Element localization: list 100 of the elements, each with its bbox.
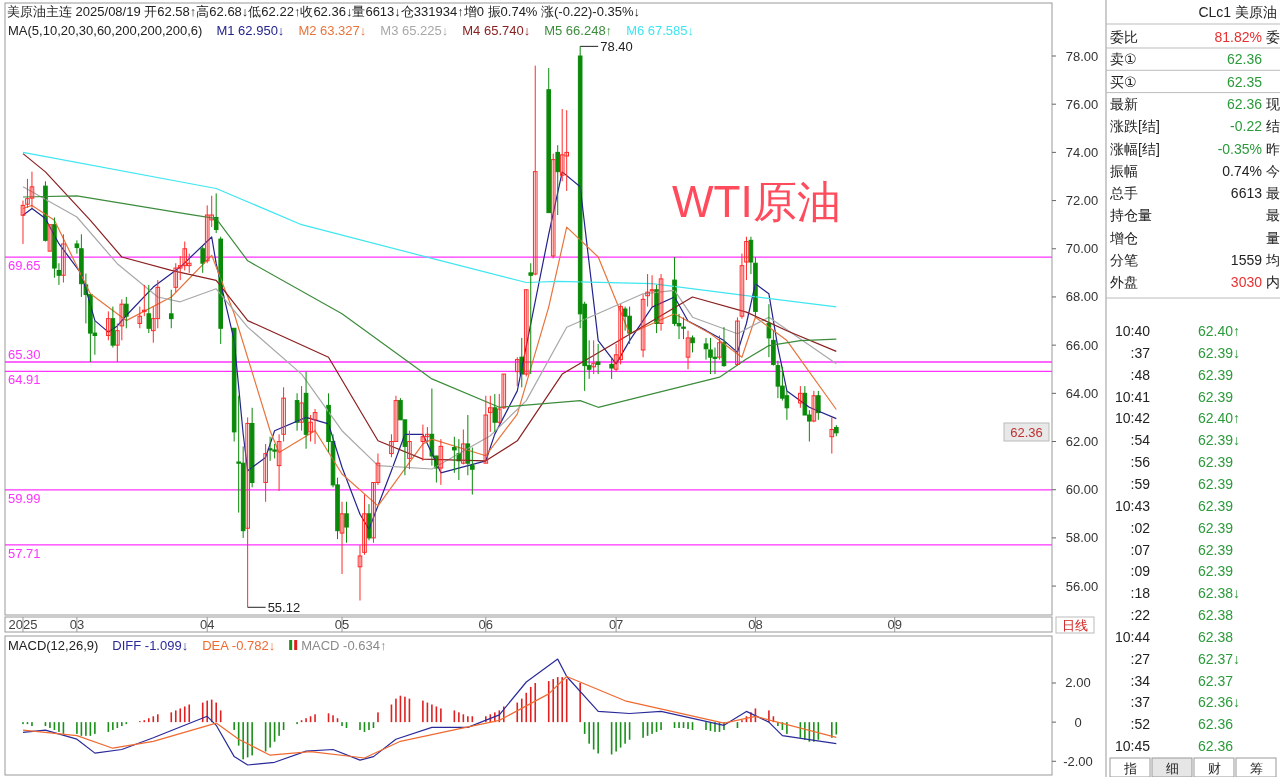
candlestick	[708, 337, 713, 375]
y-tick-label: 72.00	[1065, 193, 1099, 209]
text: 62.39	[1198, 563, 1234, 580]
legend-title: MACD(12,26,9)	[8, 638, 99, 653]
category-label: :52	[1130, 716, 1151, 733]
x-tick-label: 08	[748, 617, 763, 632]
category-label: 委比	[1110, 29, 1138, 45]
chart-title: 美原油主连 2025/08/19 开62.58↑高62.68↓低62.22↑收62.36↓量6613↓仓331934↑增0 振0.74% 涨(-0.22)-0.35%↓	[7, 4, 641, 19]
text: M5 66.248↑	[544, 23, 613, 38]
category-label: :27	[1130, 650, 1151, 667]
text: 62.40↑	[1198, 323, 1241, 339]
candlestick	[528, 262, 534, 375]
text: 62.39	[1198, 388, 1234, 405]
annotation: 78.40	[600, 39, 633, 55]
category-label: 10:42	[1114, 410, 1151, 427]
candlestick	[173, 262, 179, 293]
text: 财	[1207, 761, 1221, 776]
y-tick-label: 70.00	[1065, 241, 1099, 257]
x-tick-label: 09	[887, 617, 902, 632]
text: CLc1 美原油	[1198, 4, 1277, 20]
text: 62.36	[1226, 51, 1262, 68]
candlestick	[717, 335, 722, 361]
category-label: 昨	[1266, 140, 1280, 157]
x-tick-label: 03	[69, 617, 85, 632]
candlestick	[658, 273, 664, 332]
y-tick-label: 62.00	[1065, 434, 1099, 450]
candlestick	[299, 385, 304, 432]
category-label: :34	[1130, 672, 1151, 689]
category-label: :54	[1130, 432, 1151, 449]
text: 0.74%	[1222, 162, 1262, 179]
x-tick-label: 05	[334, 617, 350, 632]
annotation: 62.36	[1010, 424, 1043, 440]
category-label: 10:45	[1114, 738, 1151, 755]
candlestick	[470, 447, 475, 496]
candlestick	[168, 289, 174, 329]
candlestick	[798, 385, 803, 409]
text: 62.38	[1198, 628, 1234, 645]
text: 62.36	[1226, 95, 1262, 112]
candlestick	[488, 395, 493, 433]
text: 62.37	[1198, 672, 1234, 689]
text: DEA -0.782↓	[202, 638, 276, 653]
candlestick	[595, 343, 601, 375]
x-tick-label: 04	[199, 617, 215, 632]
category-label: 量	[1266, 229, 1280, 246]
category-label: :37	[1130, 694, 1151, 711]
category-label: :18	[1130, 585, 1151, 602]
y-tick-label: 74.00	[1065, 144, 1099, 160]
candlestick	[29, 171, 35, 209]
text: -0.22	[1230, 118, 1262, 135]
candlestick	[344, 501, 349, 544]
category-label: :07	[1130, 541, 1151, 558]
y-tick-label: 76.00	[1065, 96, 1099, 112]
ref-line-label: 59.99	[8, 490, 41, 506]
text: 62.40↑	[1198, 410, 1241, 427]
category-label: 外盘	[1110, 274, 1138, 291]
text: 3030	[1230, 274, 1262, 291]
line-series	[22, 658, 837, 766]
category-label: 最	[1266, 207, 1280, 224]
text: M2 63.327↓	[298, 23, 367, 38]
text: 62.39	[1198, 497, 1234, 514]
text: M1 62.950↓	[216, 23, 285, 38]
category-label: 10:44	[1114, 628, 1151, 645]
legend-title: MA(5,10,20,30,60,200,200,200,6)	[8, 23, 203, 38]
text: DIFF -1.099↓	[112, 638, 189, 653]
y-tick-label: 58.00	[1065, 530, 1099, 546]
category-label: 10:41	[1114, 388, 1151, 405]
y-tick-label: 64.00	[1065, 385, 1099, 401]
candlestick	[438, 438, 444, 486]
candlestick	[514, 356, 520, 387]
text: -0.35%	[1217, 140, 1262, 157]
candlestick	[649, 274, 655, 308]
category-label: 涨幅[结]	[1110, 140, 1160, 157]
text: 指	[1122, 761, 1137, 776]
annotation: WTI原油	[672, 177, 841, 226]
y-tick-label: 66.00	[1065, 337, 1099, 353]
category-label: :56	[1130, 454, 1151, 471]
category-label: :22	[1130, 607, 1151, 624]
candlestick	[735, 316, 740, 367]
category-label: :02	[1130, 519, 1151, 536]
category-label: 分笔	[1110, 252, 1138, 268]
ref-line-label: 65.30	[8, 347, 41, 363]
x-tick-label: 2025	[8, 617, 38, 632]
candlestick	[263, 443, 268, 503]
candlestick	[137, 306, 143, 329]
candlestick	[564, 109, 569, 192]
candlestick	[106, 310, 111, 341]
x-tick-label: 07	[608, 617, 624, 632]
text: 62.39	[1198, 519, 1234, 536]
text: 81.82%	[1214, 29, 1262, 45]
y-tick-label: 60.00	[1065, 482, 1099, 498]
category-label: 现	[1266, 95, 1280, 112]
text: 62.39	[1198, 454, 1234, 471]
candlestick	[61, 233, 66, 283]
candlestick	[420, 424, 426, 462]
candlestick	[523, 289, 529, 377]
candlestick	[20, 200, 26, 245]
y-tick-label: 68.00	[1065, 289, 1099, 305]
category-label: :09	[1130, 563, 1151, 580]
category-label: 总手	[1110, 185, 1138, 202]
category-label: 结	[1266, 118, 1280, 135]
